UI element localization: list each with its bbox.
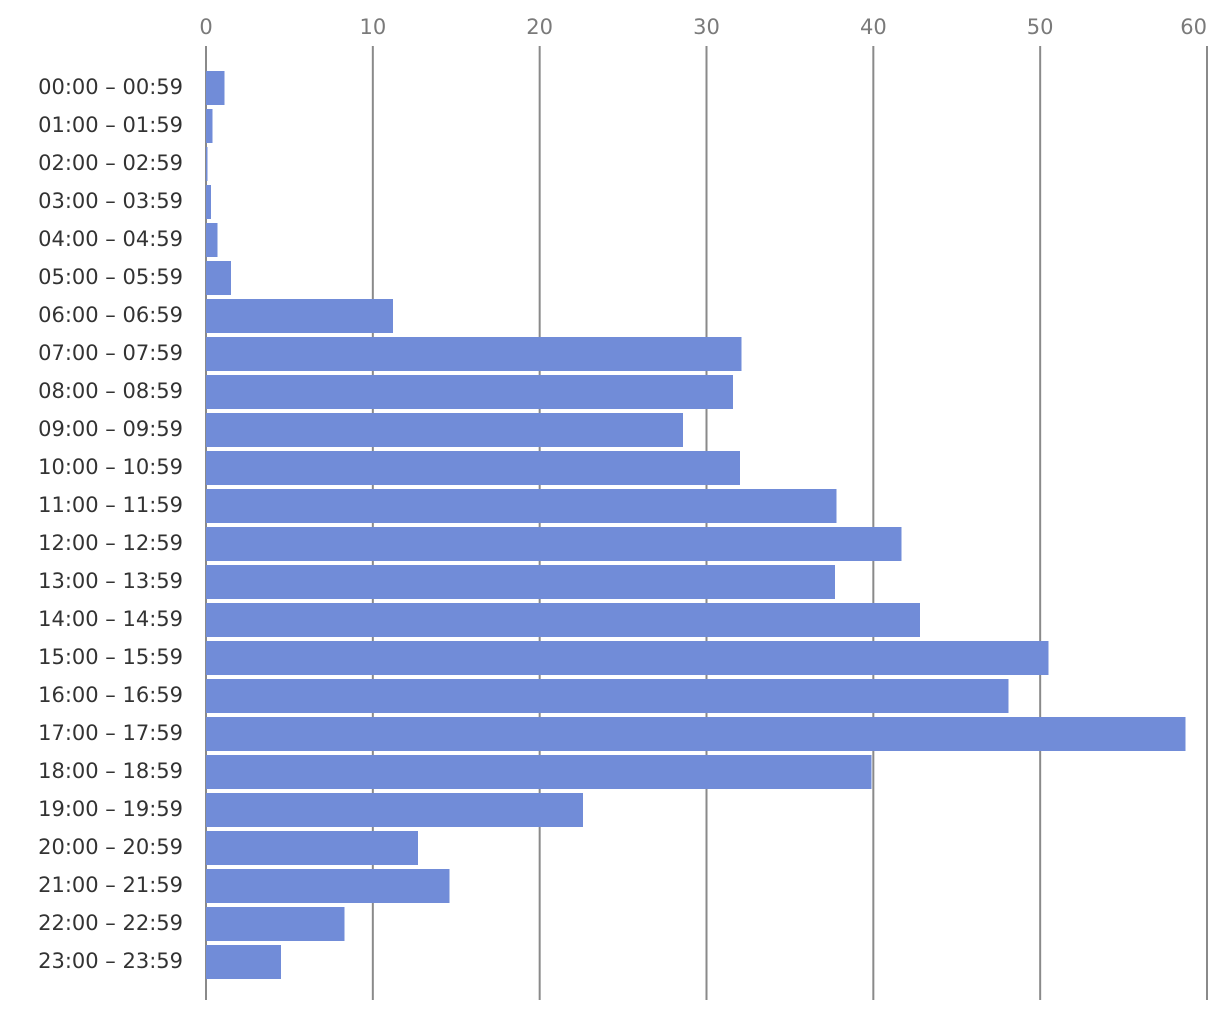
category-label-hour-06: 06:00 – 06:59: [38, 303, 183, 327]
bar-hour-18: [206, 755, 872, 789]
x-tick-label-20: 20: [526, 15, 553, 39]
category-label-hour-13: 13:00 – 13:59: [38, 569, 183, 593]
bar-hour-13: [206, 565, 835, 599]
bar-hour-04: [206, 223, 218, 257]
bar-hour-23: [206, 945, 282, 979]
category-label-hour-04: 04:00 – 04:59: [38, 227, 183, 251]
bar-hour-01: [206, 109, 213, 143]
bar-hour-07: [206, 337, 742, 371]
x-tick-label-30: 30: [693, 15, 720, 39]
category-label-hour-09: 09:00 – 09:59: [38, 417, 183, 441]
bar-hour-12: [206, 527, 902, 561]
bar-hour-00: [206, 71, 225, 105]
category-label-hour-10: 10:00 – 10:59: [38, 455, 183, 479]
x-tick-label-60: 60: [1180, 15, 1207, 39]
bar-hour-09: [206, 413, 684, 447]
category-label-hour-07: 07:00 – 07:59: [38, 341, 183, 365]
bars: [206, 71, 1186, 979]
bar-hour-17: [206, 717, 1186, 751]
bar-hour-02: [206, 147, 208, 181]
bar-hour-08: [206, 375, 734, 409]
bar-hour-14: [206, 603, 921, 637]
x-tick-label-40: 40: [860, 15, 887, 39]
bar-hour-06: [206, 299, 393, 333]
category-label-hour-17: 17:00 – 17:59: [38, 721, 183, 745]
category-label-hour-00: 00:00 – 00:59: [38, 75, 183, 99]
bar-hour-15: [206, 641, 1049, 675]
category-label-hour-02: 02:00 – 02:59: [38, 151, 183, 175]
category-label-hour-23: 23:00 – 23:59: [38, 949, 183, 973]
category-label-hour-16: 16:00 – 16:59: [38, 683, 183, 707]
y-axis-categories: 00:00 – 00:59 01:00 – 01:59 02:00 – 02:59 0…: [38, 75, 183, 973]
x-tick-label-0: 0: [199, 15, 212, 39]
category-label-hour-21: 21:00 – 21:59: [38, 873, 183, 897]
bar-hour-10: [206, 451, 740, 485]
x-tick-label-50: 50: [1027, 15, 1054, 39]
category-label-hour-05: 05:00 – 05:59: [38, 265, 183, 289]
category-label-hour-15: 15:00 – 15:59: [38, 645, 183, 669]
bar-hour-21: [206, 869, 450, 903]
category-label-hour-12: 12:00 – 12:59: [38, 531, 183, 555]
category-label-hour-14: 14:00 – 14:59: [38, 607, 183, 631]
x-axis-ticks: 0 10 20 30 40 50 60: [199, 15, 1207, 39]
category-label-hour-11: 11:00 – 11:59: [38, 493, 183, 517]
category-label-hour-01: 01:00 – 01:59: [38, 113, 183, 137]
bar-hour-05: [206, 261, 232, 295]
bar-hour-20: [206, 831, 418, 865]
category-label-hour-18: 18:00 – 18:59: [38, 759, 183, 783]
category-label-hour-22: 22:00 – 22:59: [38, 911, 183, 935]
bar-hour-16: [206, 679, 1009, 713]
category-label-hour-08: 08:00 – 08:59: [38, 379, 183, 403]
bar-hour-22: [206, 907, 345, 941]
x-tick-label-10: 10: [359, 15, 386, 39]
category-label-hour-20: 20:00 – 20:59: [38, 835, 183, 859]
category-label-hour-19: 19:00 – 19:59: [38, 797, 183, 821]
bar-hour-11: [206, 489, 837, 523]
bar-hour-19: [206, 793, 584, 827]
bar-hour-03: [206, 185, 212, 219]
category-label-hour-03: 03:00 – 03:59: [38, 189, 183, 213]
